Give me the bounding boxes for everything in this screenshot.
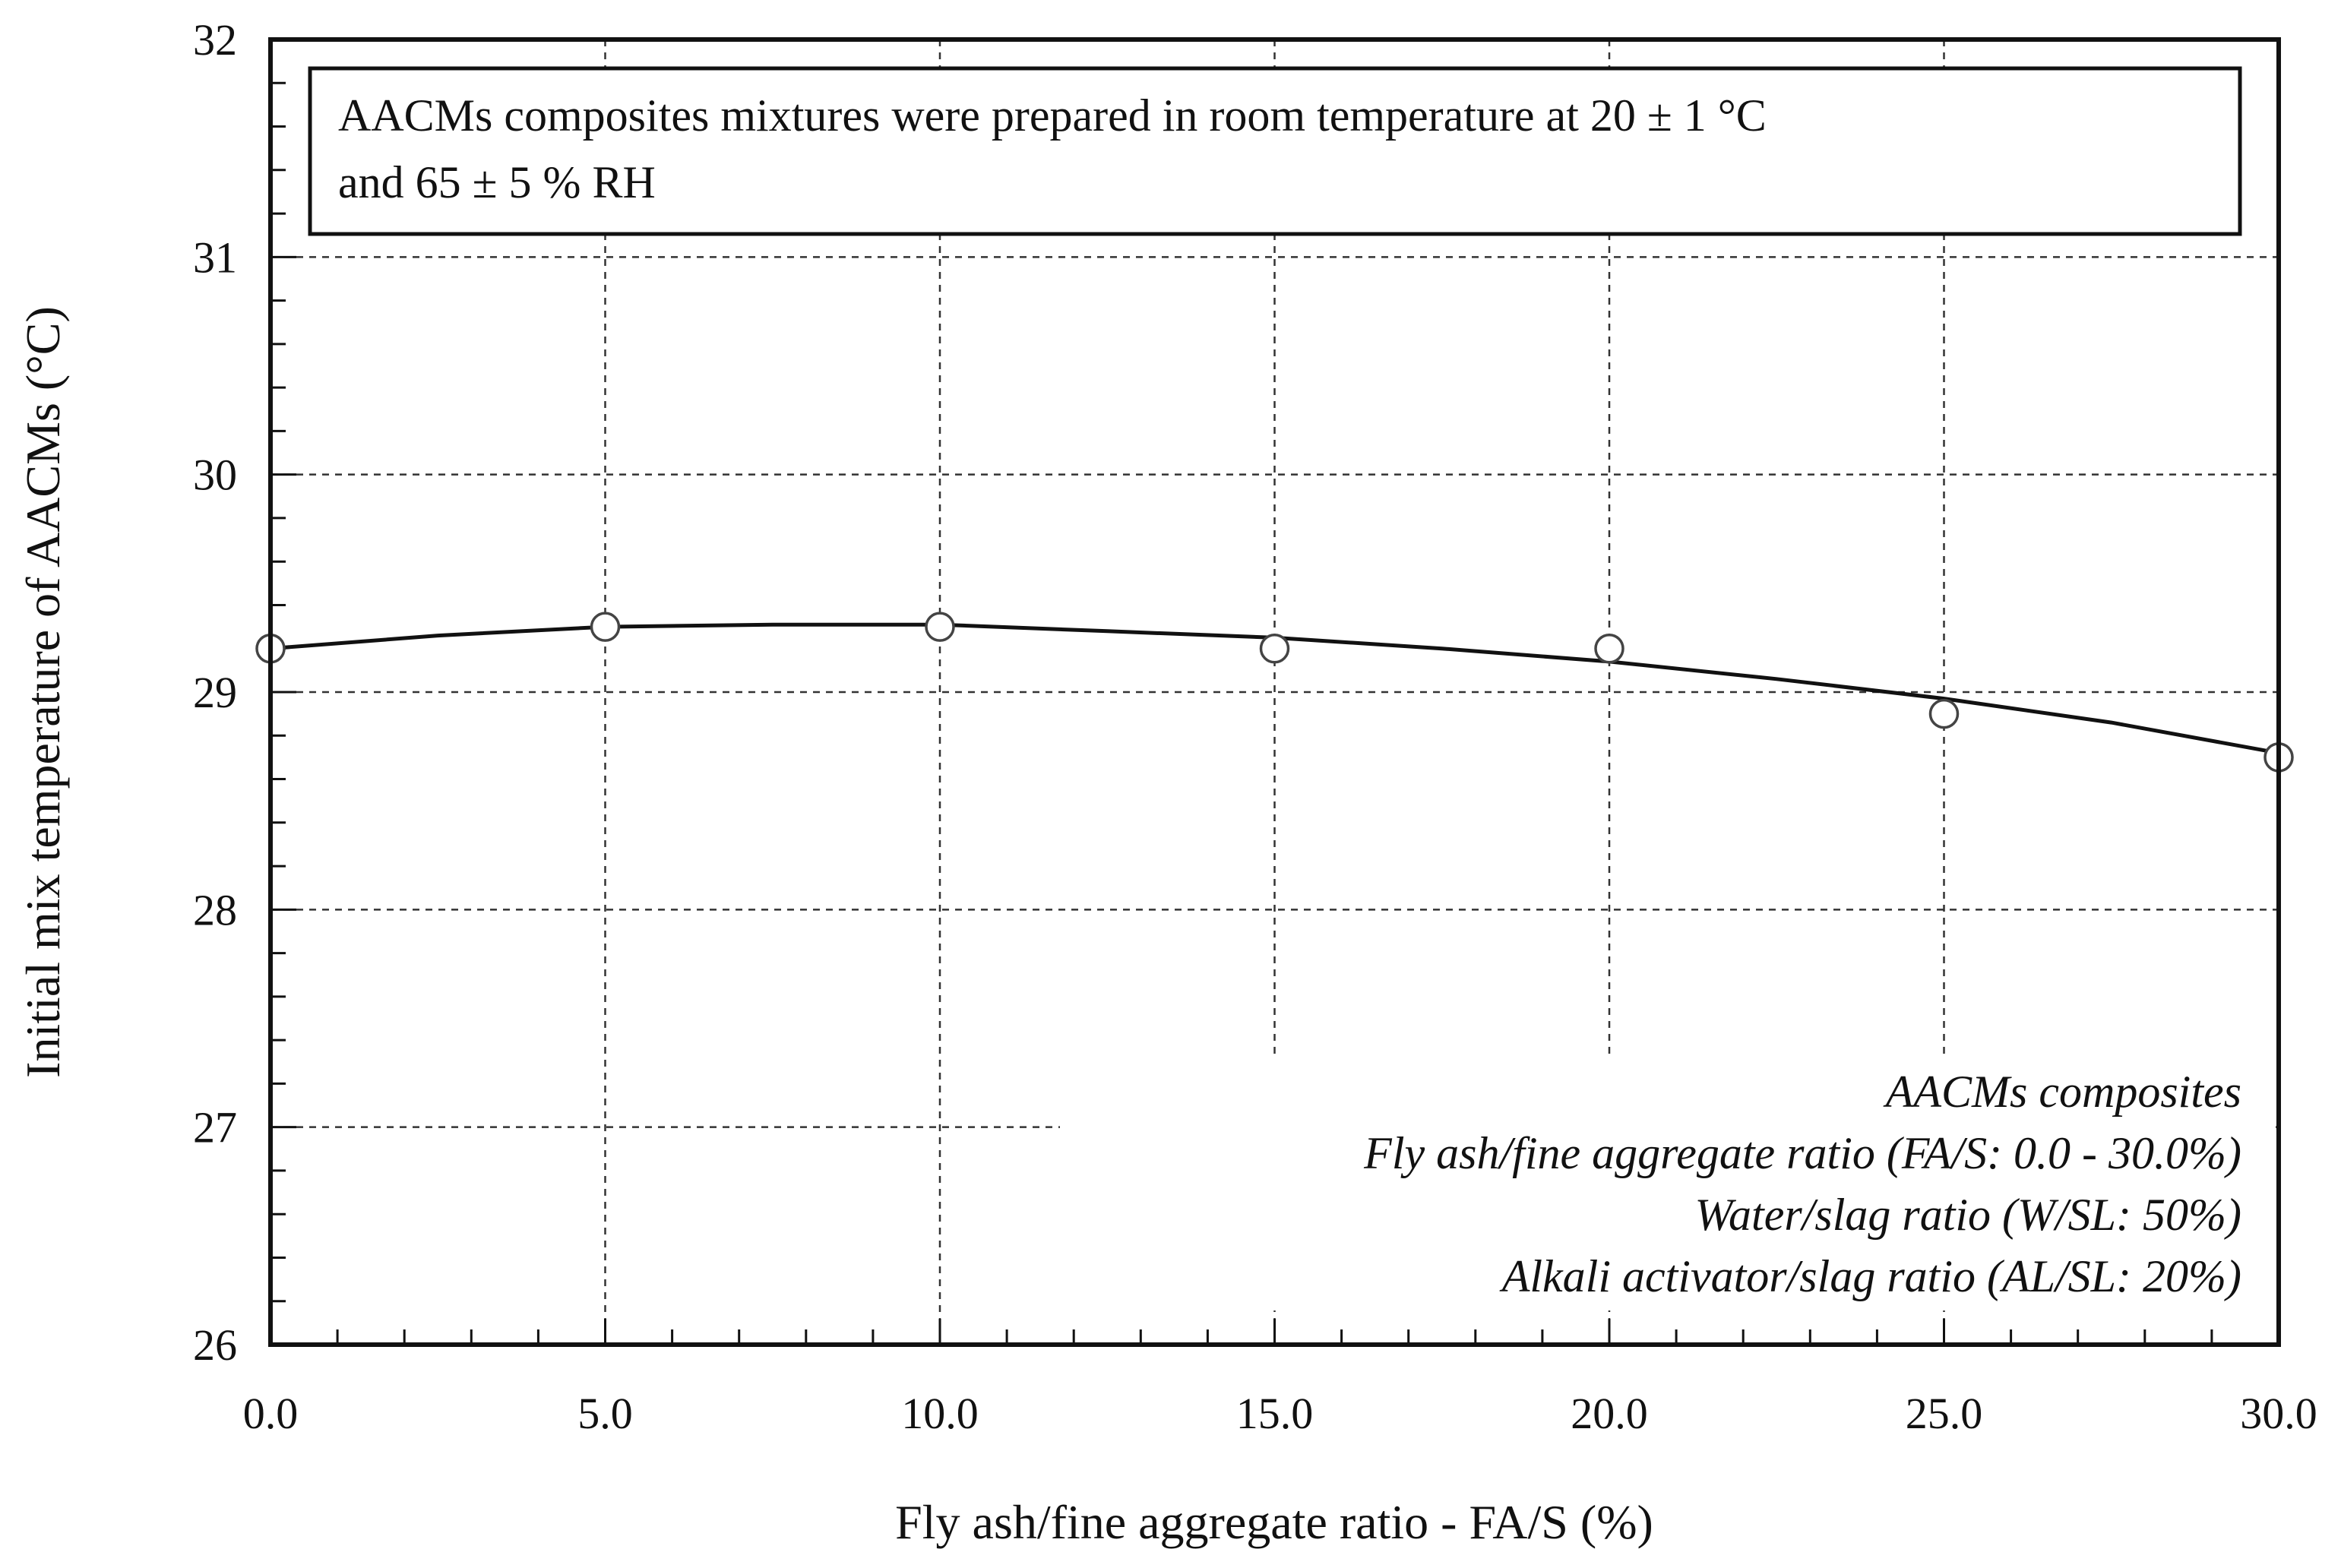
info-box <box>308 66 2242 236</box>
info-annotation: AACMs composites mixtures were prepared … <box>308 66 2242 236</box>
data-point-marker <box>925 612 955 642</box>
legend: AACMs composites Fly ash/fine aggregate … <box>1060 1060 2276 1310</box>
x-tick-label: 30.0 <box>2240 1389 2317 1438</box>
legend-line-3: Water/slag ratio (W/SL: 50%) <box>1695 1190 2241 1240</box>
y-tick-label: 27 <box>193 1103 237 1152</box>
info-line-1: AACMs composites mixtures were prepared … <box>338 90 1767 141</box>
data-point-marker <box>1928 698 1960 729</box>
x-tick-label: 15.0 <box>1236 1389 1314 1438</box>
legend-background <box>1060 1060 2276 1310</box>
y-tick-label: 28 <box>193 885 237 934</box>
data-point-marker <box>590 612 621 642</box>
y-tick-label: 30 <box>193 450 237 500</box>
tick-layer <box>269 38 2280 1346</box>
marker-layer <box>255 612 2294 773</box>
y-tick-label: 26 <box>193 1320 237 1370</box>
x-tick-label: 20.0 <box>1571 1389 1648 1438</box>
tick-label-layer: 0.0 5.0 10.0 15.0 20.0 25.0 30.0 26 27 28 29 30 31 32 <box>193 15 2317 1438</box>
legend-line-1: AACMs composites <box>1883 1067 2241 1117</box>
legend-line-4: Alkali activator/slag ratio (AL/SL: 20%) <box>1499 1251 2241 1301</box>
y-tick-label: 31 <box>193 232 237 282</box>
info-line-2: and 65 ± 5 % RH <box>338 157 656 207</box>
plot-frame <box>268 37 2281 1347</box>
y-tick-label: 29 <box>193 668 237 717</box>
x-tick-label: 10.0 <box>901 1389 979 1438</box>
data-point-marker <box>1594 633 1624 664</box>
y-axis-title: Initial mix temperature of AACMs (°C) <box>16 306 70 1078</box>
y-tick-label: 32 <box>193 15 237 65</box>
x-tick-label: 5.0 <box>577 1389 633 1438</box>
x-tick-label: 25.0 <box>1906 1389 1983 1438</box>
x-tick-label: 0.0 <box>243 1389 299 1438</box>
x-axis-title: Fly ash/fine aggregate ratio - FA/S (%) <box>895 1495 1653 1549</box>
legend-line-2: Fly ash/fine aggregate ratio (FA/S: 0.0 … <box>1363 1128 2241 1178</box>
data-point-marker <box>1259 633 1290 664</box>
